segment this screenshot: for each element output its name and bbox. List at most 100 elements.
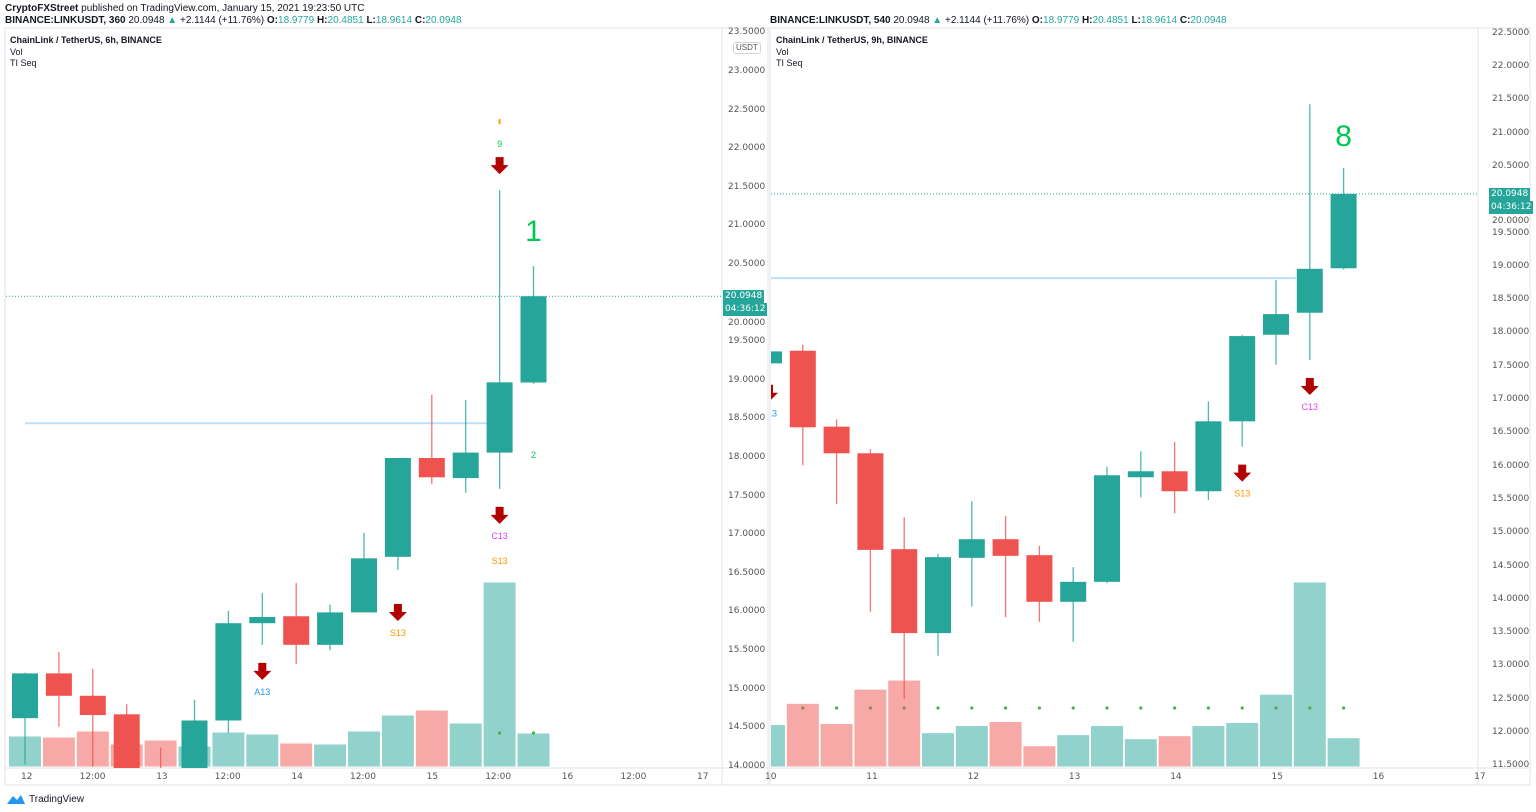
volume-bar <box>347 730 381 768</box>
volume-bar <box>921 732 955 768</box>
c-label: C: <box>1179 15 1191 26</box>
y-tick-label: 22.5000 <box>728 104 766 115</box>
x-tick-label: 12:00 <box>485 772 512 782</box>
sell-arrow-icon <box>388 603 407 621</box>
volume-bar <box>448 722 483 768</box>
candle <box>925 553 951 656</box>
legend-indicator[interactable]: TI Seq <box>10 58 37 68</box>
y-tick-label: 16.5000 <box>728 567 766 578</box>
candle <box>1127 451 1154 498</box>
y-tick-label: 20.5000 <box>728 259 766 269</box>
x-tick-label: 12:00 <box>620 772 647 782</box>
x-tick-label: 15 <box>426 772 439 782</box>
seq-label: 9 <box>497 139 502 149</box>
y-tick-label: 16.0000 <box>1492 460 1530 471</box>
volume-bar <box>819 723 854 768</box>
x-tick-label: 15 <box>1271 772 1283 782</box>
candle <box>1195 401 1222 500</box>
volume-bar <box>516 732 551 768</box>
up-arrow-icon: ▲ <box>167 15 178 26</box>
candle <box>1026 545 1053 622</box>
sell-arrow-icon <box>1233 464 1252 482</box>
symbol: BINANCE:LINKUSDT, 540 <box>770 15 891 26</box>
volume-bar <box>1225 722 1260 768</box>
sell-arrow-icon <box>490 157 509 175</box>
candle-body <box>1161 471 1188 492</box>
x-tick-label: 16 <box>561 772 574 782</box>
volume-bar <box>279 742 314 768</box>
sell-arrow-icon <box>1300 378 1319 396</box>
volume-bar <box>1157 735 1192 768</box>
volume-bar <box>853 688 888 768</box>
x-tick-label: 12:00 <box>350 772 376 782</box>
y-tick-label: 15.0000 <box>1492 527 1530 538</box>
y-tick-label: 14.0000 <box>728 760 766 771</box>
x-tick-label: 10 <box>765 772 777 782</box>
high-value: 20.4851 <box>1092 15 1129 26</box>
candle <box>1229 334 1256 447</box>
legend-indicator[interactable]: TI Seq <box>776 58 803 68</box>
seq-label: C13 <box>1302 402 1319 412</box>
volume-bar <box>313 743 348 768</box>
right-plot[interactable]: A13 S13 C13 8 <box>0 104 1478 768</box>
candle-body <box>79 695 106 716</box>
legend-vol[interactable]: Vol <box>10 46 23 57</box>
candle <box>418 394 445 485</box>
x-tick-label: 14 <box>1170 772 1182 782</box>
candle <box>12 672 38 765</box>
legend-left: ChainLink / TetherUS, 6h, BINANCE Vol TI… <box>10 35 162 70</box>
volume-dot <box>1004 706 1008 710</box>
candle <box>789 344 816 466</box>
volume-bar <box>988 721 1023 768</box>
volume-dot <box>1240 706 1244 710</box>
y-tick-label: 15.5000 <box>728 645 766 655</box>
low-value: 18.9614 <box>1140 15 1178 26</box>
publish-info: CryptoFXStreet published on TradingView.… <box>5 3 364 14</box>
volume-dot <box>531 731 536 735</box>
open-value: 18.9779 <box>1043 15 1080 26</box>
td-count-small: 2 <box>531 450 536 460</box>
low-value: 18.9614 <box>375 15 413 26</box>
brand-name: TradingView <box>29 793 85 805</box>
volume-bar <box>1123 738 1158 768</box>
symbol: BINANCE:LINKUSDT, 360 <box>5 15 126 26</box>
candle-body <box>113 714 140 768</box>
candle <box>384 458 411 570</box>
currency-badge[interactable]: USDT <box>733 42 761 54</box>
y-tick-label: 19.0000 <box>728 374 766 385</box>
volume-dot <box>1139 706 1143 710</box>
y-tick-label: 12.0000 <box>1492 727 1530 737</box>
candle-body <box>452 452 479 479</box>
candle <box>1094 466 1120 584</box>
tradingview-logo[interactable]: TradingView <box>6 793 84 805</box>
o-label: O: <box>1031 15 1044 26</box>
y-tick-label: 15.5000 <box>1492 493 1530 504</box>
x-tick-label: 12 <box>967 772 980 782</box>
h-label: H: <box>316 15 328 26</box>
candle-body <box>520 296 547 383</box>
volume-dot <box>498 731 502 735</box>
price-label-left: 20.0948 <box>723 290 765 303</box>
y-tick-label: 21.5000 <box>728 181 766 192</box>
y-tick-label: 14.5000 <box>728 722 766 733</box>
y-tick-label: 20.5000 <box>1492 160 1530 171</box>
candle <box>823 419 850 504</box>
c-label: C: <box>414 15 426 26</box>
volume-bar <box>1326 737 1361 768</box>
candle <box>891 517 918 700</box>
volume-dot <box>936 706 940 710</box>
x-tick-label: 17 <box>697 772 709 782</box>
candle <box>215 610 242 733</box>
legend-vol[interactable]: Vol <box>776 46 789 57</box>
x-tick-label: 13 <box>1068 772 1081 782</box>
o-label: O: <box>266 15 279 26</box>
candle <box>45 651 72 727</box>
y-tick-label: 21.0000 <box>1492 127 1530 138</box>
volume-dot <box>1071 706 1075 710</box>
volume-bar <box>211 731 246 768</box>
y-tick-label: 17.0000 <box>1492 394 1530 404</box>
y-tick-label: 16.5000 <box>1492 427 1530 438</box>
candle-body <box>1195 421 1222 492</box>
